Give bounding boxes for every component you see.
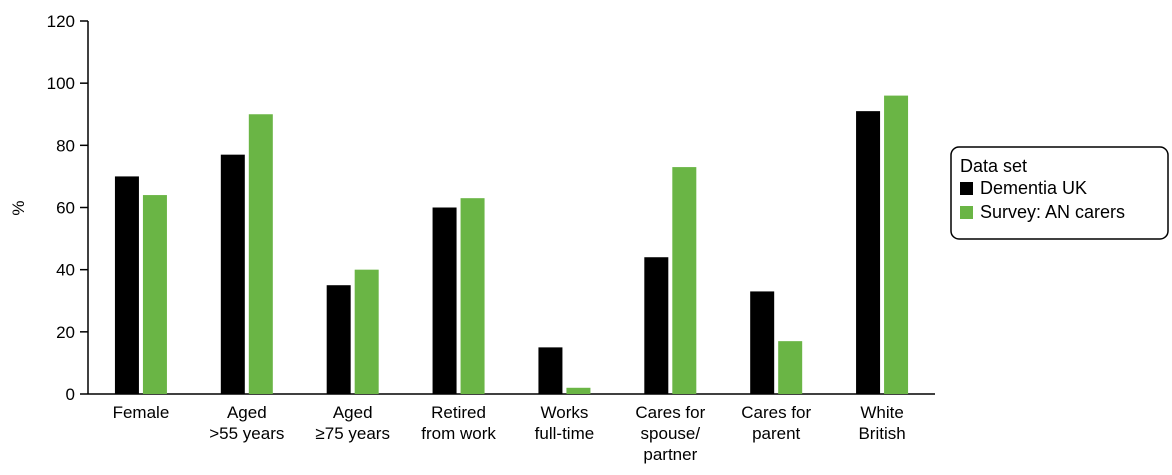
legend: Data set Dementia UK Survey: AN carers [950,146,1169,240]
x-tick-label: Works full-time [535,403,595,443]
bar-dementia-uk [644,257,669,394]
bar-dementia-uk [432,207,457,394]
x-tick-label: Aged >55 years [209,403,284,443]
bar-survey-an-carers [884,95,909,394]
x-tick-label: Cares for spouse/partner [635,403,705,464]
bar-survey-an-carers [248,114,273,394]
y-tick-label: 80 [56,136,75,155]
bar-dementia-uk [114,176,139,394]
y-tick-label: 60 [56,199,75,218]
legend-box [950,146,1169,240]
y-tick-label: 40 [56,261,75,280]
bars [114,95,909,395]
x-tick-label: Aged ≥75 years [315,403,390,443]
y-axis-label: % [9,200,28,215]
legend-label: Dementia UK [980,178,1087,198]
bar-dementia-uk [220,154,245,394]
y-axis: 0 20 40 60 80 100 120 [47,12,89,404]
bar-survey-an-carers [566,387,591,394]
bar-survey-an-carers [142,195,167,394]
bar-dementia-uk [538,347,563,394]
x-tick-label: Retired from work [421,403,496,443]
bar-dementia-uk [856,111,881,395]
y-tick-label: 0 [66,385,75,404]
bar-survey-an-carers [672,167,697,394]
bar-survey-an-carers [778,341,803,394]
x-tick-label: Cares for parent [741,403,811,443]
bar-dementia-uk [750,291,775,394]
y-tick-label: 100 [47,74,75,93]
legend-label: Survey: AN carers [980,202,1125,222]
x-tick-label: Female [113,403,170,422]
y-tick-label: 20 [56,323,75,342]
legend-swatch [960,182,973,195]
legend-swatch [960,206,973,219]
x-tick-label: White British [858,403,905,443]
y-tick-label: 120 [47,12,75,31]
bar-survey-an-carers [354,269,379,394]
legend-title: Data set [960,156,1027,176]
x-axis: Female Aged >55 years Aged ≥75 years Retired f… [88,393,935,464]
bar-survey-an-carers [460,198,485,394]
bar-dementia-uk [326,285,351,394]
